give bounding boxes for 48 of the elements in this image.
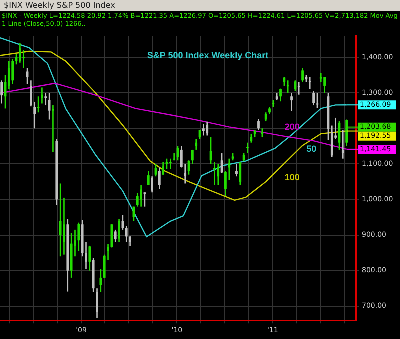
candlestick — [151, 176, 154, 194]
candlestick — [258, 118, 260, 132]
candlestick — [302, 68, 304, 84]
candlestick — [280, 88, 282, 102]
candlestick — [22, 50, 26, 69]
candlestick — [312, 90, 315, 106]
candlestick — [41, 87, 44, 104]
candlestick — [246, 142, 249, 154]
candlestick — [324, 76, 326, 94]
candlestick — [63, 197, 66, 256]
candlestick — [44, 92, 48, 106]
candlestick — [140, 184, 142, 208]
candlestick — [100, 268, 102, 293]
candlestick — [118, 218, 120, 244]
candlestick — [236, 164, 238, 178]
candlestick — [214, 162, 216, 186]
series-label: 100 — [284, 172, 300, 182]
candlestick — [294, 80, 297, 92]
candlestick — [202, 123, 205, 136]
candlestick — [298, 82, 300, 96]
candlestick — [239, 162, 242, 186]
candlestick — [169, 158, 172, 170]
candlestick — [286, 80, 290, 94]
candlestick — [217, 164, 220, 186]
candlestick — [114, 229, 117, 244]
candlestick — [346, 119, 348, 148]
candlestick — [147, 170, 150, 186]
candlestick — [52, 104, 54, 154]
candlestick — [191, 149, 194, 165]
candlestick — [158, 167, 161, 190]
candlestick — [122, 214, 124, 231]
candlestick — [59, 183, 62, 258]
candlestick — [18, 42, 22, 64]
candlestick — [206, 121, 209, 136]
candlestick — [342, 130, 344, 160]
candlestick — [195, 138, 198, 151]
series-label: 200 — [284, 122, 300, 132]
candlestick — [290, 92, 293, 112]
candlestick — [96, 288, 98, 319]
candlestick — [125, 226, 128, 244]
candlestick — [0, 80, 4, 104]
candlestick — [162, 162, 165, 176]
series-label: 50 — [306, 144, 317, 154]
candlestick — [88, 245, 92, 272]
candlestick — [320, 72, 322, 84]
text: $INX Weekly S&P 500 Index — [0, 0, 400, 11]
candlestick — [308, 76, 312, 90]
text: S&P 500 Index Weekly Chart — [147, 50, 269, 61]
